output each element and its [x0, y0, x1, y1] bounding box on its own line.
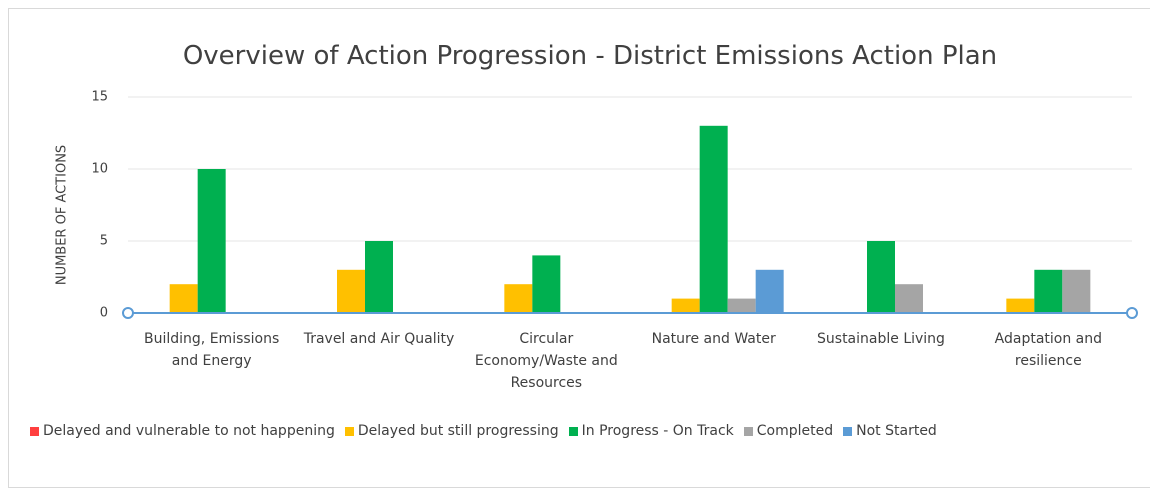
legend-label: In Progress - On Track [581, 423, 734, 439]
bar [169, 284, 198, 313]
bar [755, 269, 784, 313]
legend-item: In Progress - On Track [568, 423, 734, 439]
x-tick-label: Travel and Air Quality [303, 331, 455, 347]
legend-swatch [568, 426, 578, 436]
y-tick-label: 10 [91, 162, 108, 177]
axis-end [1126, 307, 1138, 319]
bar [1062, 269, 1091, 313]
bar [867, 241, 895, 313]
bar [504, 284, 533, 313]
legend-label: Delayed and vulnerable to not happening [43, 423, 335, 439]
bar [1006, 298, 1035, 313]
chart-title: Overview of Action Progression - Distric… [182, 41, 998, 71]
bar [1034, 269, 1063, 313]
bar [365, 241, 393, 313]
bar [727, 298, 756, 313]
bar [699, 125, 728, 313]
legend-label: Completed [756, 423, 834, 439]
x-tick-label: Sustainable Living [817, 331, 945, 347]
legend-item: Not Started [843, 423, 937, 439]
bar [532, 255, 561, 313]
legend-swatch [743, 426, 753, 436]
legend-swatch [30, 426, 39, 436]
bar [895, 284, 923, 313]
legend-swatch [843, 426, 853, 436]
bar [337, 269, 365, 313]
legend-item: Completed [743, 423, 834, 439]
x-tick-label: Circular Economy/Waste and Resources [474, 331, 618, 391]
legend-label: Not Started [856, 423, 937, 439]
chart-frame [8, 8, 1150, 488]
x-tick-label: Building, Emissions and Energy [144, 331, 280, 369]
legend-swatch [344, 426, 354, 436]
legend-label: Delayed but still progressing [357, 423, 559, 439]
y-axis-label: NUMBER OF ACTIONS [55, 145, 70, 285]
y-tick-label: 0 [100, 306, 108, 321]
legend: Delayed and vulnerable to not happening D… [30, 423, 937, 439]
y-tick-label: 5 [100, 234, 108, 249]
axis-end [122, 307, 134, 319]
bar [671, 298, 700, 313]
x-tick-label: Nature and Water [651, 331, 776, 347]
legend-item: Delayed but still progressing [344, 423, 559, 439]
legend-item: Delayed and vulnerable to not happening [30, 423, 335, 439]
y-tick-label: 15 [91, 90, 108, 105]
x-tick-label: Adaptation and resilience [994, 331, 1102, 369]
bar [197, 169, 226, 313]
